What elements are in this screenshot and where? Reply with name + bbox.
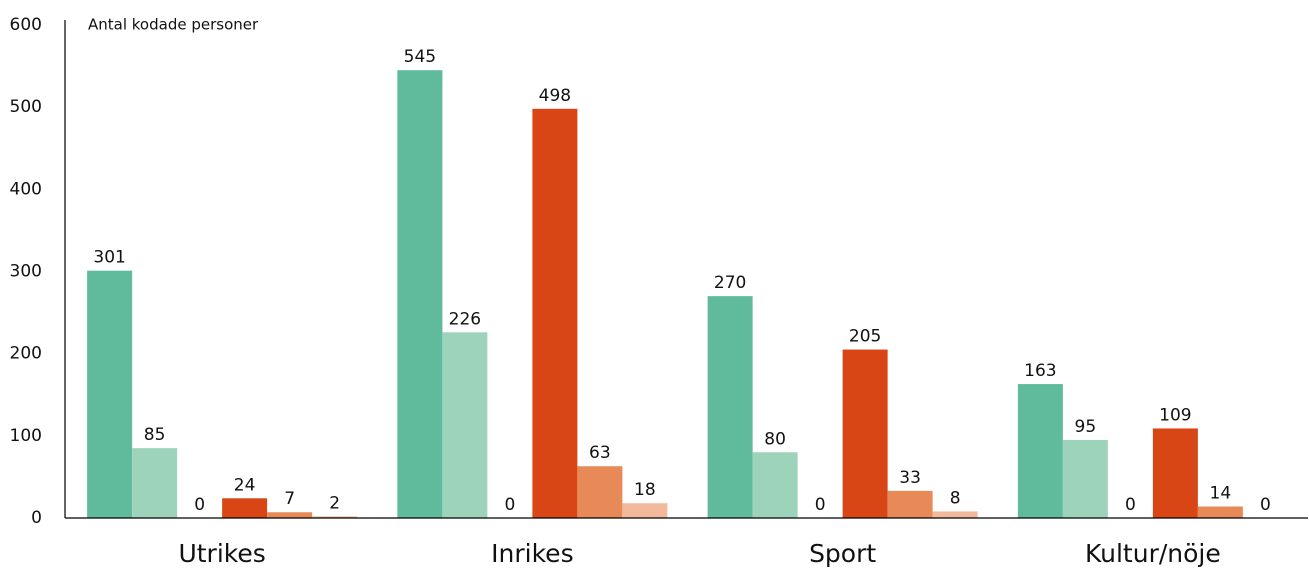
bar <box>707 296 753 518</box>
value-label: 545 <box>404 47 436 67</box>
value-label: 18 <box>634 480 656 500</box>
value-label: 0 <box>504 495 515 515</box>
bar <box>132 448 178 518</box>
y-tick-label: 100 <box>10 426 42 446</box>
y-tick-label: 600 <box>10 15 42 35</box>
bar <box>1062 439 1108 518</box>
value-label: 205 <box>849 327 881 347</box>
value-label: 0 <box>194 495 205 515</box>
value-label: 0 <box>815 495 826 515</box>
bar <box>842 349 888 518</box>
value-label: 226 <box>449 309 481 329</box>
bar <box>312 516 358 518</box>
value-label: 109 <box>1159 405 1191 425</box>
value-label: 8 <box>950 488 961 508</box>
bar <box>752 452 798 518</box>
bar <box>1017 384 1063 518</box>
bar <box>87 270 133 518</box>
value-label: 24 <box>234 475 256 495</box>
bar <box>442 332 488 518</box>
bar <box>887 490 933 518</box>
y-tick-label: 300 <box>10 262 42 282</box>
bar <box>932 511 978 518</box>
bar <box>1197 506 1243 518</box>
y-tick-label: 200 <box>10 344 42 364</box>
bar <box>532 108 578 518</box>
y-tick-label: 500 <box>10 97 42 117</box>
value-label: 270 <box>714 273 746 293</box>
bar <box>1152 428 1198 518</box>
x-tick-label: Kultur/nöje <box>1085 539 1221 568</box>
value-label: 33 <box>899 468 921 488</box>
bar <box>397 70 443 519</box>
y-tick-label: 400 <box>10 179 42 199</box>
value-label: 0 <box>1260 495 1271 515</box>
bar <box>267 512 313 518</box>
value-label: 301 <box>93 248 125 268</box>
bar <box>622 503 668 518</box>
value-label: 14 <box>1210 483 1232 503</box>
value-label: 0 <box>1125 495 1136 515</box>
value-label: 80 <box>764 429 786 449</box>
bar <box>222 498 268 518</box>
x-tick-label: Sport <box>809 539 876 568</box>
x-tick-label: Utrikes <box>178 539 265 568</box>
value-label: 498 <box>539 86 571 106</box>
value-label: 85 <box>144 425 166 445</box>
y-tick-label: 0 <box>31 508 42 528</box>
bar <box>577 466 623 518</box>
chart-title: Antal kodade personer <box>88 16 259 34</box>
value-label: 2 <box>329 493 340 513</box>
value-label: 163 <box>1024 361 1056 381</box>
value-label: 95 <box>1075 417 1097 437</box>
value-label: 63 <box>589 443 611 463</box>
value-label: 7 <box>284 489 295 509</box>
x-tick-label: Inrikes <box>491 539 573 568</box>
